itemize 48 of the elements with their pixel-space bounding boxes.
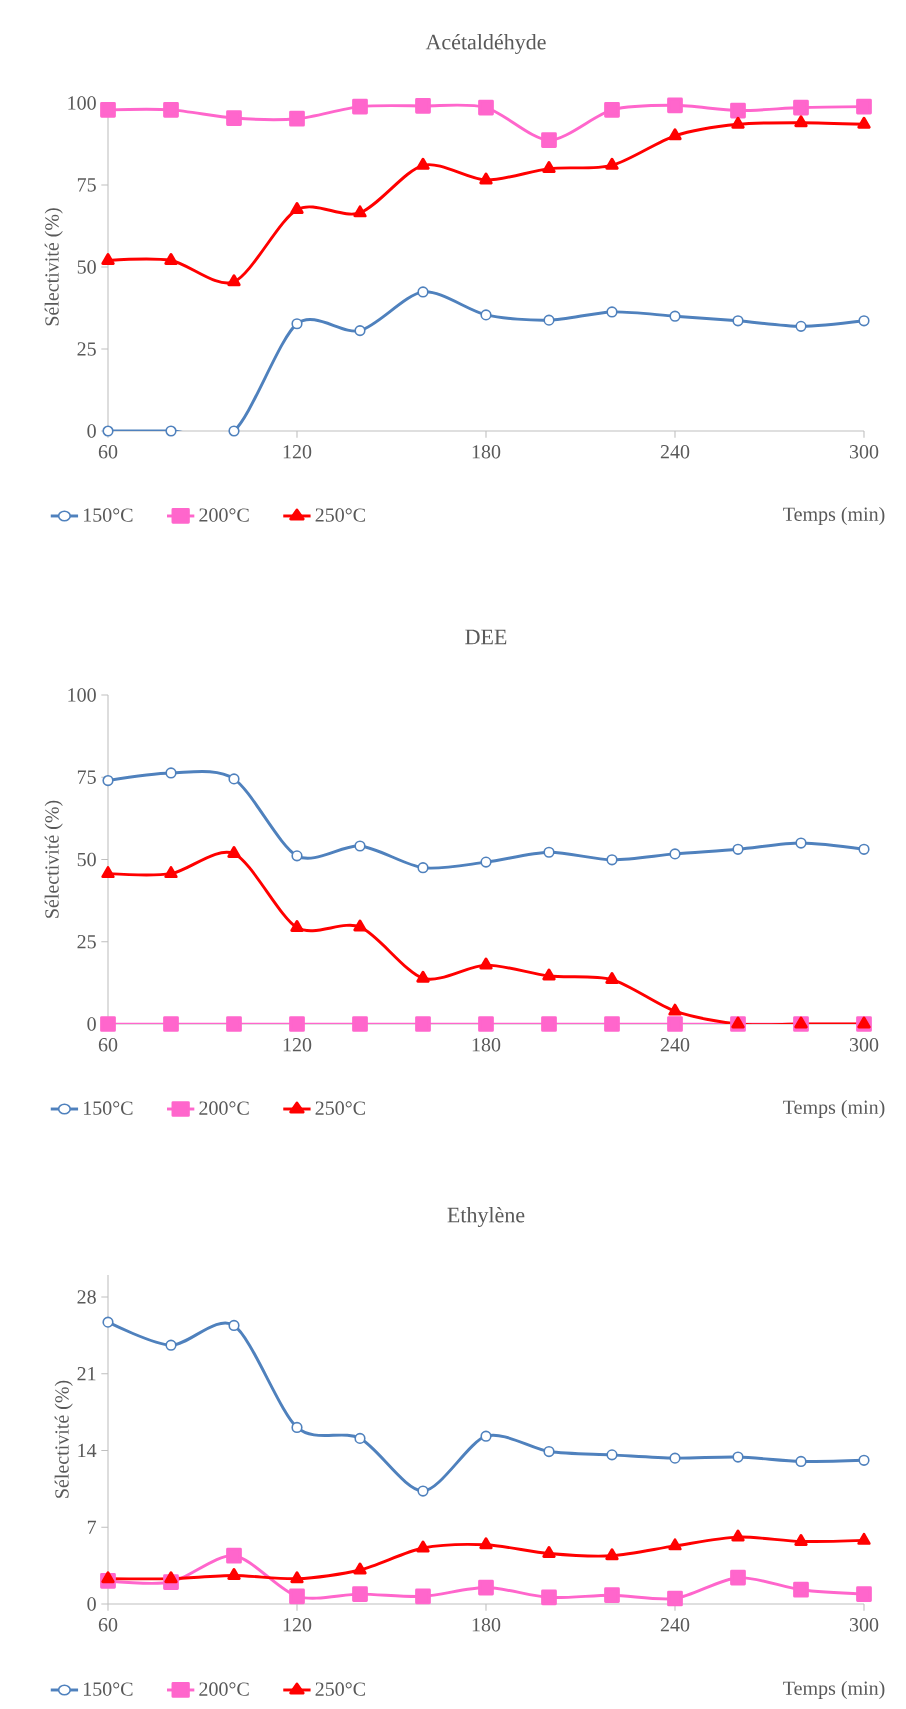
y-tick-label: 0 xyxy=(87,1597,96,1611)
y-tick-label: 100 xyxy=(68,96,96,110)
x-tick-label: 60 xyxy=(98,1038,118,1052)
y-axis-title: Sélectivité (%) xyxy=(44,208,63,326)
x-axis-title: Temps (min) xyxy=(783,1680,885,1700)
chart-title: Acétaldéhyde xyxy=(425,33,546,55)
y-tick-label: 75 xyxy=(77,178,96,192)
y-tick-label: 7 xyxy=(87,1520,97,1534)
y-tick-label: 14 xyxy=(78,1443,97,1458)
legend-label: 200°C xyxy=(199,508,249,522)
x-tick-label: 180 xyxy=(472,1038,501,1052)
legend-label: 150°C xyxy=(83,508,133,522)
y-tick-label: 100 xyxy=(68,688,96,702)
x-axis-title: Temps (min) xyxy=(783,1099,885,1119)
x-tick-label: 120 xyxy=(283,1038,312,1052)
x-tick-label: 300 xyxy=(849,1618,879,1632)
x-tick-label: 120 xyxy=(283,1618,312,1632)
y-tick-label: 0 xyxy=(87,424,96,438)
x-tick-label: 240 xyxy=(660,1038,690,1052)
legend-label: 200°C xyxy=(199,1101,249,1115)
y-tick-label: 25 xyxy=(77,935,96,949)
y-tick-label: 0 xyxy=(87,1017,96,1031)
legend-label: 250°C xyxy=(315,508,365,522)
legend-label: 200°C xyxy=(199,1682,249,1696)
x-tick-label: 180 xyxy=(472,445,501,459)
y-tick-label: 50 xyxy=(77,260,96,274)
y-tick-label: 28 xyxy=(77,1290,96,1304)
legend-label: 250°C xyxy=(315,1101,365,1115)
x-tick-label: 240 xyxy=(660,1618,690,1632)
y-tick-label: 21 xyxy=(77,1367,96,1381)
legend-label: 250°C xyxy=(315,1682,365,1696)
y-tick-label: 50 xyxy=(77,852,96,867)
y-axis-title: Sélectivité (%) xyxy=(54,1380,73,1498)
y-axis-title: Sélectivité (%) xyxy=(44,800,63,918)
legend-label: 150°C xyxy=(83,1682,133,1696)
x-tick-label: 60 xyxy=(98,445,118,459)
y-tick-label: 75 xyxy=(77,770,96,784)
x-tick-label: 60 xyxy=(98,1618,118,1632)
x-tick-label: 180 xyxy=(472,1618,501,1632)
y-tick-label: 25 xyxy=(77,342,96,356)
chart-title: DEE xyxy=(465,629,507,645)
x-axis-title: Temps (min) xyxy=(783,506,885,526)
chart-title: Ethylène xyxy=(447,1206,525,1228)
legend-label: 150°C xyxy=(83,1101,133,1115)
x-tick-label: 300 xyxy=(849,1038,879,1052)
x-tick-label: 300 xyxy=(849,445,879,459)
x-tick-label: 120 xyxy=(283,445,312,459)
x-tick-label: 240 xyxy=(660,445,690,459)
